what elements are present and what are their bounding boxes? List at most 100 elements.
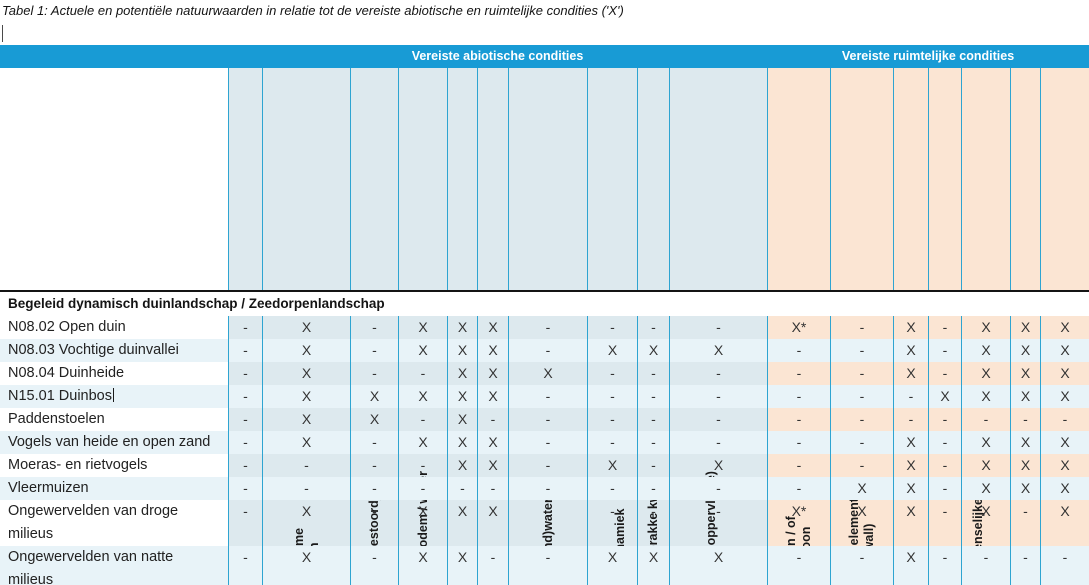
value-cell[interactable]: X	[637, 339, 669, 362]
value-cell[interactable]: -	[350, 362, 398, 385]
value-cell[interactable]: -	[928, 500, 961, 546]
value-cell[interactable]: -	[637, 454, 669, 477]
value-cell[interactable]: -	[587, 477, 637, 500]
value-cell[interactable]: X	[893, 546, 928, 585]
value-cell[interactable]: -	[228, 477, 262, 500]
value-cell[interactable]: -	[767, 339, 830, 362]
value-cell[interactable]: X	[587, 339, 637, 362]
value-cell[interactable]: X	[1010, 385, 1040, 408]
value-cell[interactable]: -	[767, 362, 830, 385]
value-cell[interactable]: -	[767, 408, 830, 431]
value-cell[interactable]: -	[637, 408, 669, 431]
value-cell[interactable]: X	[398, 316, 447, 339]
value-cell[interactable]: X	[477, 316, 508, 339]
value-cell[interactable]: X	[350, 408, 398, 431]
value-cell[interactable]: X	[262, 362, 350, 385]
value-cell[interactable]: -	[587, 385, 637, 408]
value-cell[interactable]: X	[477, 431, 508, 454]
value-cell[interactable]: -	[928, 477, 961, 500]
value-cell[interactable]: X	[508, 362, 587, 385]
value-cell[interactable]: -	[1010, 500, 1040, 546]
value-cell[interactable]: X	[447, 408, 477, 431]
value-cell[interactable]: X	[447, 362, 477, 385]
row-label[interactable]: Ongewervelden van natte milieus	[0, 546, 228, 585]
value-cell[interactable]: -	[447, 477, 477, 500]
value-cell[interactable]: X	[477, 500, 508, 546]
value-cell[interactable]: X	[1040, 454, 1089, 477]
value-cell[interactable]: X	[447, 454, 477, 477]
value-cell[interactable]: -	[767, 385, 830, 408]
value-cell[interactable]: X	[1010, 454, 1040, 477]
value-cell[interactable]: X	[447, 339, 477, 362]
value-cell[interactable]: -	[767, 546, 830, 585]
value-cell[interactable]: X	[1040, 431, 1089, 454]
value-cell[interactable]: -	[637, 385, 669, 408]
value-cell[interactable]: -	[830, 408, 893, 431]
value-cell[interactable]: X	[477, 339, 508, 362]
value-cell[interactable]: X	[262, 339, 350, 362]
value-cell[interactable]: X	[477, 454, 508, 477]
value-cell[interactable]: -	[928, 454, 961, 477]
value-cell[interactable]: -	[228, 362, 262, 385]
value-cell[interactable]: X	[669, 454, 767, 477]
value-cell[interactable]: X	[587, 546, 637, 585]
value-cell[interactable]: X	[262, 408, 350, 431]
value-cell[interactable]: -	[669, 500, 767, 546]
value-cell[interactable]: X	[928, 385, 961, 408]
value-cell[interactable]: -	[350, 546, 398, 585]
row-label[interactable]: Ongewervelden van droge milieus	[0, 500, 228, 546]
value-cell[interactable]: X	[961, 477, 1010, 500]
value-cell[interactable]: -	[262, 454, 350, 477]
value-cell[interactable]: -	[477, 477, 508, 500]
row-label[interactable]: N08.04 Duinheide	[0, 362, 228, 385]
row-label[interactable]: N15.01 Duinbos	[0, 385, 228, 408]
value-cell[interactable]: -	[587, 408, 637, 431]
value-cell[interactable]: -	[669, 362, 767, 385]
value-cell[interactable]: -	[508, 385, 587, 408]
value-cell[interactable]: X	[669, 339, 767, 362]
value-cell[interactable]: X	[398, 339, 447, 362]
row-label[interactable]: Moeras- en rietvogels	[0, 454, 228, 477]
value-cell[interactable]: -	[637, 477, 669, 500]
row-label[interactable]: N08.02 Open duin	[0, 316, 228, 339]
value-cell[interactable]: X	[447, 431, 477, 454]
value-cell[interactable]: -	[637, 362, 669, 385]
value-cell[interactable]: -	[228, 339, 262, 362]
value-cell[interactable]: X	[893, 339, 928, 362]
value-cell[interactable]: -	[830, 385, 893, 408]
value-cell[interactable]: X	[893, 454, 928, 477]
value-cell[interactable]: -	[830, 316, 893, 339]
value-cell[interactable]: X	[447, 500, 477, 546]
value-cell[interactable]: X	[262, 431, 350, 454]
value-cell[interactable]: X	[350, 385, 398, 408]
value-cell[interactable]: X	[961, 339, 1010, 362]
value-cell[interactable]: X	[1040, 385, 1089, 408]
value-cell[interactable]: -	[228, 316, 262, 339]
value-cell[interactable]: -	[587, 316, 637, 339]
value-cell[interactable]: -	[508, 339, 587, 362]
value-cell[interactable]: X	[1010, 477, 1040, 500]
value-cell[interactable]: -	[228, 408, 262, 431]
value-cell[interactable]: -	[928, 316, 961, 339]
value-cell[interactable]: -	[508, 316, 587, 339]
value-cell[interactable]: X	[893, 477, 928, 500]
value-cell[interactable]: -	[508, 454, 587, 477]
value-cell[interactable]: X	[1040, 500, 1089, 546]
value-cell[interactable]: -	[1010, 408, 1040, 431]
value-cell[interactable]: -	[350, 454, 398, 477]
value-cell[interactable]: -	[669, 385, 767, 408]
value-cell[interactable]: -	[637, 316, 669, 339]
value-cell[interactable]: X	[637, 546, 669, 585]
table-caption[interactable]: Tabel 1: Actuele en potentiële natuurwaa…	[2, 3, 624, 18]
value-cell[interactable]: -	[508, 546, 587, 585]
value-cell[interactable]: -	[961, 408, 1010, 431]
value-cell[interactable]: -	[767, 431, 830, 454]
value-cell[interactable]: -	[508, 408, 587, 431]
value-cell[interactable]: -	[928, 408, 961, 431]
value-cell[interactable]: -	[669, 316, 767, 339]
value-cell[interactable]: -	[398, 454, 447, 477]
value-cell[interactable]: -	[228, 500, 262, 546]
value-cell[interactable]: -	[587, 431, 637, 454]
value-cell[interactable]: X	[893, 500, 928, 546]
value-cell[interactable]: X	[398, 385, 447, 408]
